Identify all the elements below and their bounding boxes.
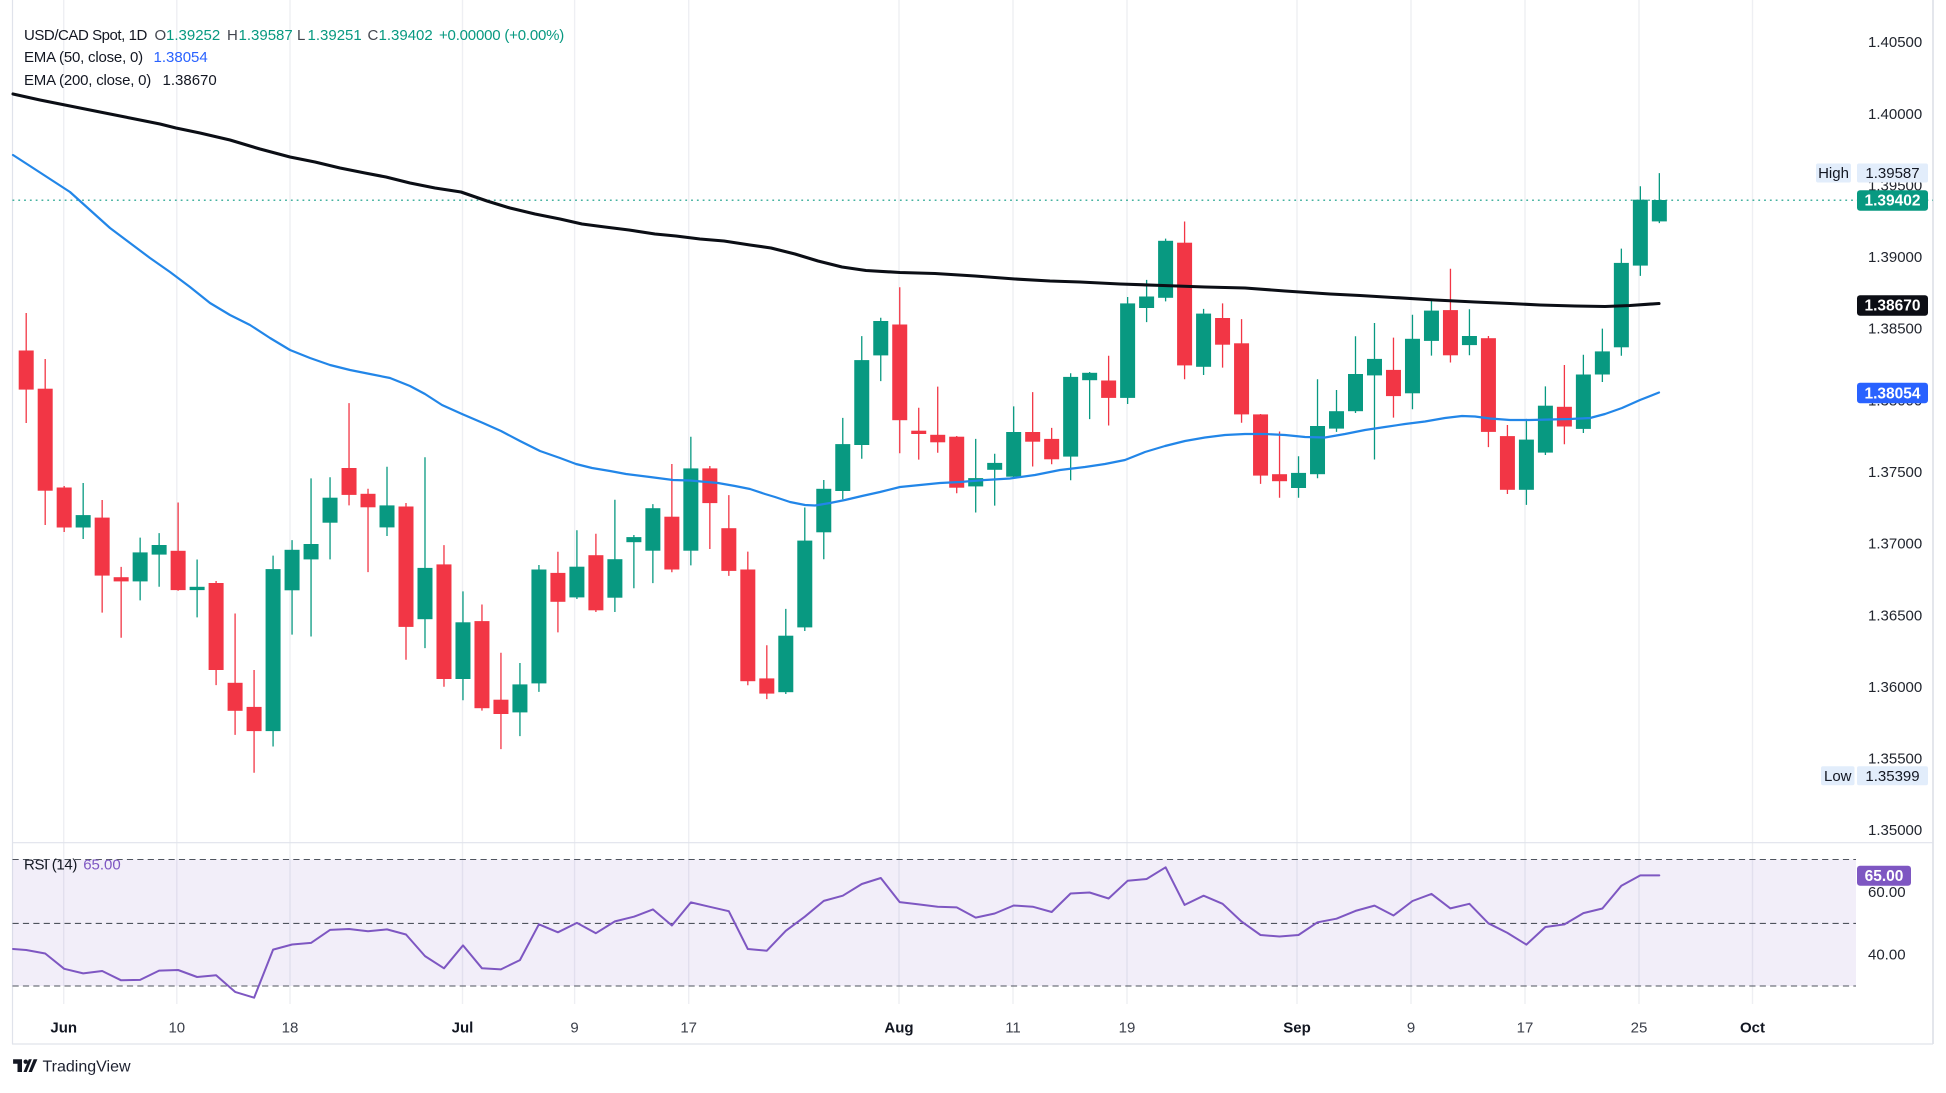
- svg-text:1.37000: 1.37000: [1868, 536, 1922, 553]
- svg-text:Sep: Sep: [1283, 1020, 1311, 1037]
- svg-text:1.38054: 1.38054: [154, 49, 208, 66]
- svg-text:9: 9: [570, 1020, 578, 1037]
- svg-text:C: C: [368, 27, 379, 44]
- svg-text:Oct: Oct: [1740, 1020, 1765, 1037]
- svg-text:RSI (14): RSI (14): [24, 857, 77, 874]
- svg-text:1.40000: 1.40000: [1868, 106, 1922, 123]
- svg-text:65.00: 65.00: [1865, 868, 1904, 885]
- svg-text:1.38054: 1.38054: [1864, 385, 1920, 402]
- svg-text:17: 17: [1517, 1020, 1534, 1037]
- svg-text:1.39402: 1.39402: [379, 27, 433, 44]
- svg-text:1.39587: 1.39587: [1865, 165, 1919, 182]
- svg-text:18: 18: [282, 1020, 299, 1037]
- svg-text:25: 25: [1631, 1020, 1648, 1037]
- svg-text:O: O: [155, 27, 167, 44]
- svg-text:1.39587: 1.39587: [239, 27, 293, 44]
- svg-text:1.36000: 1.36000: [1868, 679, 1922, 696]
- svg-text:1.40500: 1.40500: [1868, 34, 1922, 51]
- svg-text:1.36500: 1.36500: [1868, 607, 1922, 624]
- svg-text:11: 11: [1005, 1020, 1021, 1037]
- svg-text:High: High: [1818, 165, 1849, 182]
- svg-text:1.35500: 1.35500: [1868, 751, 1922, 768]
- svg-text:L: L: [297, 27, 305, 44]
- svg-text:1.35399: 1.35399: [1865, 768, 1919, 785]
- svg-text:65.00: 65.00: [83, 857, 121, 874]
- svg-text:1.39000: 1.39000: [1868, 249, 1922, 266]
- svg-text:TradingView: TradingView: [43, 1059, 131, 1076]
- svg-text:10: 10: [168, 1020, 185, 1037]
- svg-text:1.35000: 1.35000: [1868, 822, 1922, 839]
- svg-text:1.38670: 1.38670: [163, 72, 217, 89]
- svg-text:EMA (200, close, 0): EMA (200, close, 0): [24, 72, 151, 89]
- svg-text:1.39252: 1.39252: [166, 27, 220, 44]
- svg-text:17: 17: [680, 1020, 697, 1037]
- svg-text:19: 19: [1119, 1020, 1136, 1037]
- svg-text:Jun: Jun: [50, 1020, 77, 1037]
- svg-text:USD/CAD Spot, 1D: USD/CAD Spot, 1D: [24, 27, 147, 44]
- svg-text:1.39402: 1.39402: [1864, 193, 1920, 210]
- svg-text:40.00: 40.00: [1868, 947, 1906, 964]
- svg-text:1.38500: 1.38500: [1868, 321, 1922, 338]
- svg-text:9: 9: [1407, 1020, 1415, 1037]
- svg-text:60.00: 60.00: [1868, 884, 1906, 901]
- svg-text:Jul: Jul: [452, 1020, 474, 1037]
- svg-text:Aug: Aug: [884, 1020, 913, 1037]
- svg-text:1.37500: 1.37500: [1868, 464, 1922, 481]
- svg-text:Low: Low: [1824, 768, 1852, 785]
- svg-text:EMA (50, close, 0): EMA (50, close, 0): [24, 49, 143, 66]
- svg-text:+0.00000 (+0.00%): +0.00000 (+0.00%): [439, 27, 564, 44]
- svg-text:1.39251: 1.39251: [308, 27, 362, 44]
- svg-text:1.38670: 1.38670: [1864, 298, 1920, 315]
- svg-text:H: H: [227, 27, 238, 44]
